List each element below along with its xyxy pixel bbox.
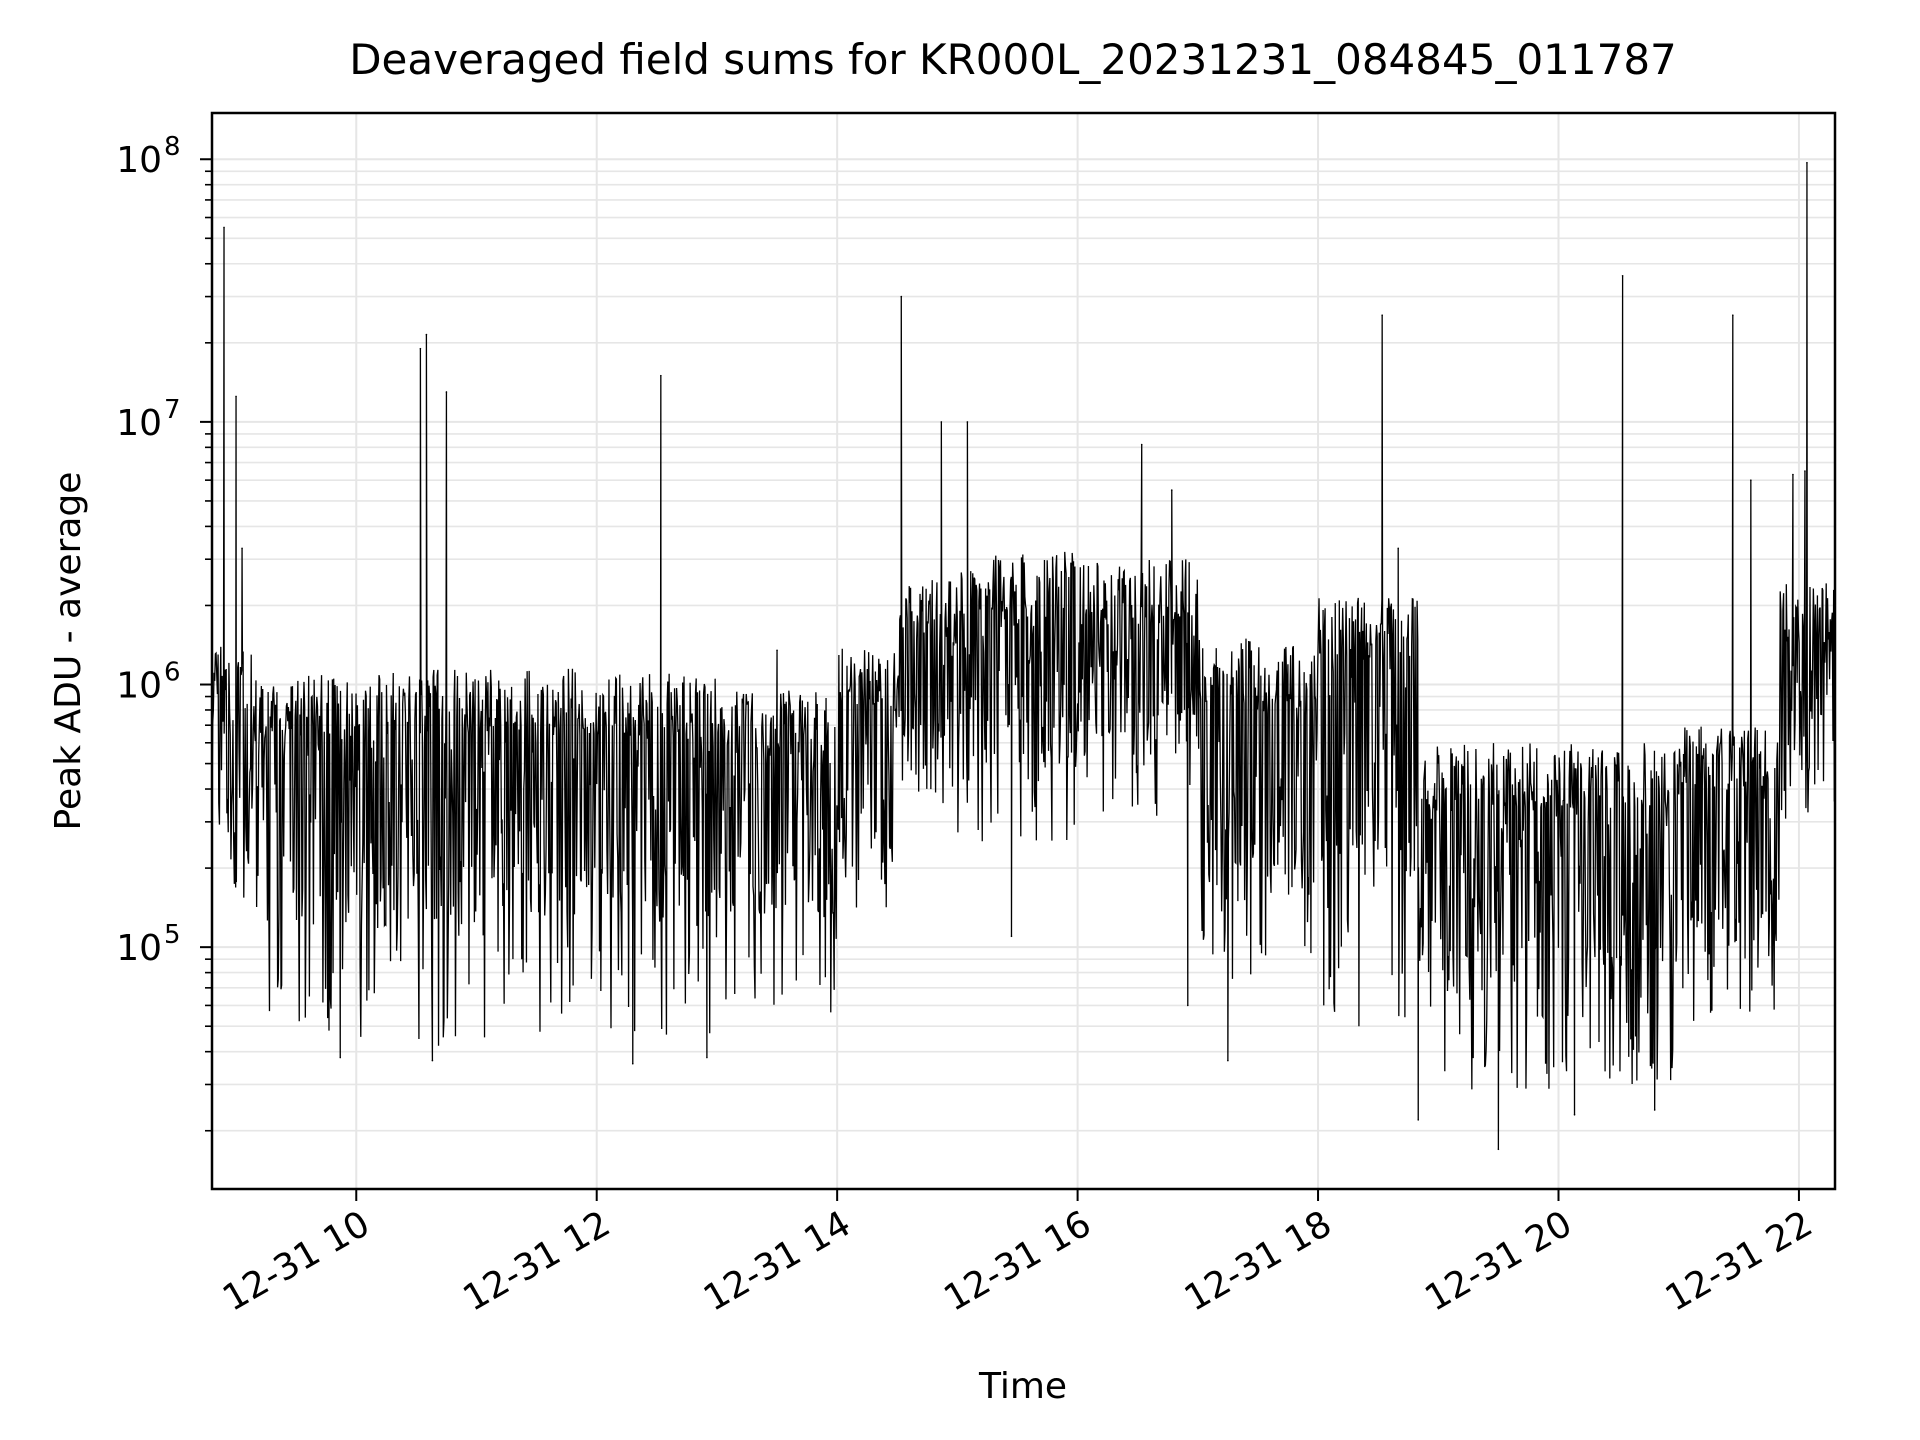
spike-point [660, 374, 662, 377]
spike-point [1792, 473, 1794, 476]
y-tick-label: 10 [116, 928, 162, 969]
y-tick-exponent: 5 [164, 920, 181, 950]
y-tick-label: 10 [116, 403, 162, 444]
spike-point [1732, 314, 1734, 316]
dip-point [706, 1056, 708, 1059]
spike-point [235, 395, 237, 398]
series-trace [211, 162, 1836, 1150]
dip-point [1573, 1113, 1576, 1116]
y-tick-exponent: 7 [164, 395, 181, 425]
spike-point [425, 333, 428, 336]
spike-point [1621, 274, 1624, 277]
spike-point [1397, 547, 1399, 550]
x-axis-label: Time [978, 1366, 1067, 1407]
spike-point [445, 391, 448, 393]
dip-point [1653, 1109, 1656, 1111]
spike-point [1140, 443, 1143, 446]
dip-point [1227, 1059, 1229, 1062]
y-tick-label: 10 [116, 140, 162, 181]
spike-point [223, 226, 225, 229]
spike-point [1381, 314, 1383, 316]
chart-title: Deaveraged field sums for KR000L_2023123… [349, 35, 1677, 84]
y-tick-exponent: 6 [164, 658, 181, 688]
spike-point [419, 347, 422, 350]
spike-point [241, 547, 243, 550]
series-line [211, 161, 1836, 1151]
dip-point [1417, 1119, 1420, 1121]
dip-point [1497, 1148, 1500, 1151]
dip-point [1010, 935, 1013, 938]
spike-point [776, 649, 778, 652]
dip-point [339, 1056, 342, 1059]
y-axis-label: Peak ADU - average [48, 472, 89, 831]
spike-point [1750, 479, 1752, 481]
spike-point [1806, 161, 1808, 164]
spike-point [900, 295, 903, 298]
y-tick-exponent: 8 [164, 132, 181, 162]
spike-point [1170, 489, 1173, 491]
dip-point [431, 1059, 434, 1062]
spike-point [940, 421, 943, 423]
y-tick-label: 10 [116, 666, 162, 707]
dip-point [1187, 1004, 1189, 1007]
plot-frame [210, 111, 1837, 1191]
dip-point [631, 1062, 634, 1065]
spike-point [966, 421, 969, 423]
spike-point [1804, 470, 1806, 472]
